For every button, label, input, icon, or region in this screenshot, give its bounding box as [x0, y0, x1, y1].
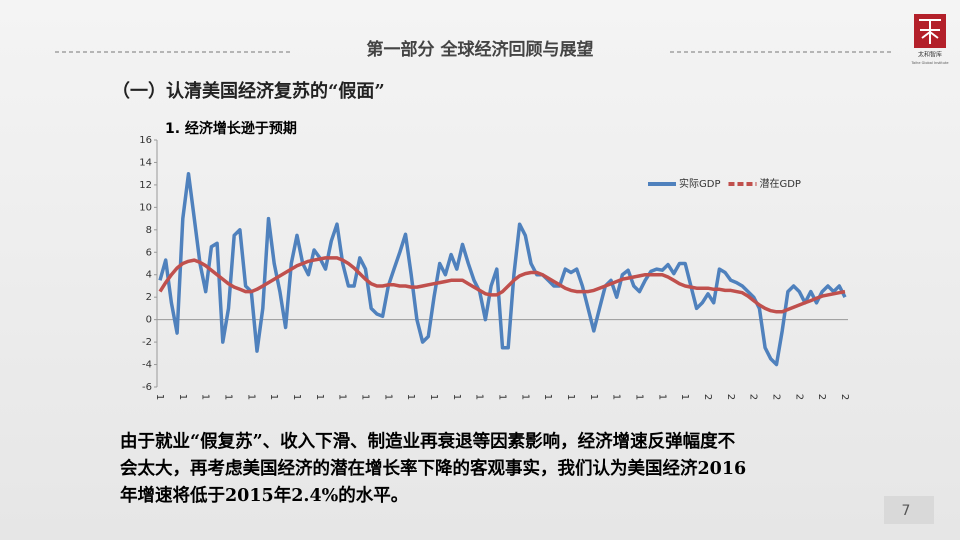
x-tick-label: 1 — [474, 394, 485, 400]
y-tick-label: -6 — [142, 382, 152, 393]
x-tick-label: 1 — [154, 394, 165, 400]
x-tick-label: 1 — [177, 394, 188, 400]
body-text: 由于就业“假复苏”、收入下滑、制造业再衰退等因素影响，经济增速反弹幅度不 — [120, 432, 736, 452]
x-tick-label: 1 — [497, 394, 508, 400]
logo-sub: Taihe Global Institute — [911, 61, 949, 65]
x-tick-label: 2 — [793, 394, 804, 400]
x-tick-label: 1 — [542, 394, 553, 400]
x-tick-label: 1 — [268, 394, 279, 400]
x-tick-label: 2 — [725, 394, 736, 400]
x-tick-label: 1 — [314, 394, 325, 400]
y-tick-label: 0 — [146, 315, 152, 326]
y-tick-label: -2 — [142, 337, 152, 348]
chart-title: 1. 经济增长逊于预期 — [165, 120, 297, 137]
x-tick-label: 1 — [223, 394, 234, 400]
x-tick-label: 1 — [679, 394, 690, 400]
y-tick-label: 8 — [146, 225, 152, 236]
series-line — [158, 171, 847, 367]
y-tick-label: 12 — [139, 180, 152, 191]
x-tick-label: 2 — [839, 394, 850, 400]
x-tick-label: 1 — [588, 394, 599, 400]
subtitle: （一）认清美国经济复苏的“假面” — [112, 80, 385, 102]
x-tick-label: 1 — [611, 394, 622, 400]
logo-name: 太和智库 — [918, 51, 942, 59]
x-tick-label: 1 — [337, 394, 348, 400]
x-tick-label: 1 — [360, 394, 371, 400]
body-text: 会太大，再考虑美国经济的潜在增长率下降的客观事实，我们认为美国经济2016 — [120, 459, 747, 479]
x-tick-label: 1 — [405, 394, 416, 400]
x-tick-label: 1 — [565, 394, 576, 400]
y-tick-label: 14 — [139, 157, 152, 168]
x-tick-label: 1 — [200, 394, 211, 400]
x-tick-label: 2 — [748, 394, 759, 400]
x-tick-label: 1 — [382, 394, 393, 400]
x-tick-label: 1 — [634, 394, 645, 400]
y-tick-label: -4 — [142, 360, 152, 371]
legend-label: 实际GDP — [679, 177, 720, 190]
x-tick-label: 1 — [291, 394, 302, 400]
page-number-box — [884, 496, 934, 524]
body-text: 年增速将低于2015年2.4%的水平。 — [120, 486, 409, 506]
x-tick-label: 1 — [656, 394, 667, 400]
header-title: 第一部分 全球经济回顾与展望 — [367, 39, 594, 60]
y-tick-label: 4 — [146, 270, 152, 281]
y-tick-label: 10 — [139, 202, 152, 213]
y-tick-label: 6 — [146, 247, 152, 258]
x-tick-label: 1 — [451, 394, 462, 400]
x-tick-label: 1 — [428, 394, 439, 400]
y-tick-label: 2 — [146, 292, 152, 303]
legend-label: 潜在GDP — [759, 177, 800, 190]
y-tick-label: 16 — [139, 135, 152, 146]
x-tick-label: 2 — [771, 394, 782, 400]
logo-glyph — [919, 19, 941, 44]
x-tick-label: 1 — [519, 394, 530, 400]
x-tick-label: 2 — [816, 394, 827, 400]
page-number: 7 — [902, 503, 911, 519]
series-line — [158, 256, 846, 314]
x-tick-label: 2 — [702, 394, 713, 400]
x-tick-label: 1 — [245, 394, 256, 400]
